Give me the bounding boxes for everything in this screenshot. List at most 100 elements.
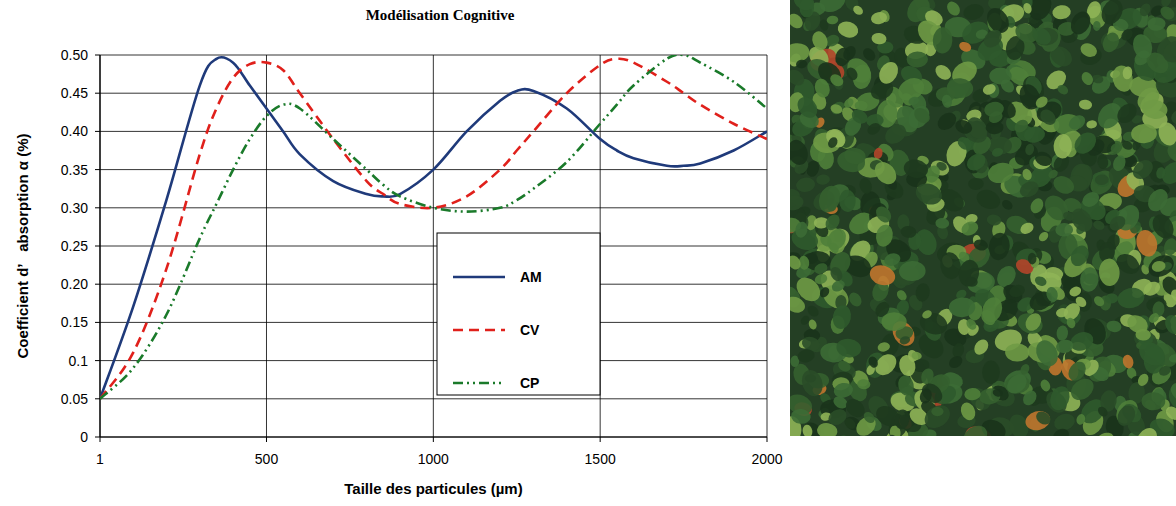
ivy-leaf bbox=[1167, 379, 1176, 405]
y-tick-label: 0.05 bbox=[61, 391, 88, 407]
ivy-leaf bbox=[986, 214, 1002, 227]
y-tick-label: 0 bbox=[80, 429, 88, 445]
ivy-leaf bbox=[873, 203, 894, 225]
ivy-leaf bbox=[1091, 74, 1104, 84]
ivy-leaf bbox=[946, 77, 974, 99]
ivy-leaf bbox=[875, 59, 901, 88]
ivy-leaf bbox=[1068, 329, 1096, 354]
ivy-leaf bbox=[1110, 63, 1135, 93]
y-tick bbox=[95, 93, 100, 94]
ivy-leaf bbox=[931, 407, 943, 416]
y-tick bbox=[95, 55, 100, 56]
ivy-leaf bbox=[1148, 211, 1176, 243]
ivy-leaf bbox=[796, 59, 808, 69]
series-group bbox=[100, 55, 767, 399]
ivy-leaf bbox=[1050, 173, 1077, 198]
grid bbox=[100, 55, 767, 437]
ivy-leaf bbox=[1119, 27, 1135, 43]
ivy-leaf bbox=[791, 0, 817, 13]
ivy-leaf bbox=[1034, 409, 1053, 427]
ivy-leaf bbox=[794, 221, 809, 239]
ivy-leaf bbox=[1000, 198, 1014, 212]
y-tick bbox=[95, 284, 100, 285]
ivy-leaf bbox=[1096, 154, 1109, 170]
y-tick bbox=[95, 322, 100, 323]
ivy-leaf bbox=[964, 317, 978, 332]
x-tick bbox=[433, 437, 434, 442]
ivy-leaf bbox=[793, 93, 821, 122]
ivy-leaf bbox=[1136, 372, 1151, 388]
ivy-leaf bbox=[898, 260, 926, 281]
series-line bbox=[100, 57, 767, 399]
ivy-leaf bbox=[907, 95, 920, 106]
ivy-leaf bbox=[918, 379, 946, 407]
y-tick-label: 0.40 bbox=[61, 123, 88, 139]
ivy-leaf bbox=[985, 160, 1016, 186]
ivy-leaf bbox=[934, 109, 959, 134]
ivy-leaf bbox=[1090, 169, 1112, 189]
ivy-leaf bbox=[1162, 237, 1176, 257]
y-tick bbox=[95, 398, 100, 399]
y-tick-label: 0.45 bbox=[61, 85, 88, 101]
ivy-leaf bbox=[816, 174, 831, 186]
legend-label: AM bbox=[520, 269, 542, 285]
ivy-leaf bbox=[828, 265, 845, 283]
ivy-leaf bbox=[867, 355, 880, 369]
ivy-leaf bbox=[1005, 343, 1030, 362]
legend-label: CV bbox=[520, 322, 540, 338]
ivy-leaf bbox=[813, 272, 828, 285]
legend: AMCVCP bbox=[437, 233, 600, 395]
ivy-leaf bbox=[790, 408, 811, 425]
ivy-leaf bbox=[913, 180, 945, 208]
ivy-leaf bbox=[870, 11, 888, 26]
ivy-leaf bbox=[839, 190, 856, 212]
ivy-leaf bbox=[1147, 311, 1161, 325]
ivy-leaf bbox=[983, 100, 1005, 118]
ivy-leaf bbox=[844, 65, 859, 82]
ivy-leaf bbox=[1012, 117, 1030, 135]
chart-title: Modélisation Cognitive bbox=[366, 7, 515, 23]
ivy-leaf bbox=[857, 379, 871, 390]
ivy-leaf bbox=[1070, 128, 1100, 158]
photo-ground bbox=[790, 0, 1176, 436]
ivy-leaf bbox=[902, 158, 929, 180]
ivy-leaf bbox=[1135, 328, 1151, 341]
x-tick-label: 500 bbox=[255, 451, 279, 467]
ivy-leaf bbox=[1075, 413, 1087, 426]
ivy-leaf bbox=[919, 367, 936, 386]
ivy-leaf bbox=[835, 337, 862, 359]
ivy-leaf bbox=[944, 0, 962, 18]
ivy-leaf bbox=[971, 337, 991, 358]
series-line bbox=[100, 59, 767, 399]
ivy-leaf bbox=[882, 312, 907, 331]
ivy-leaf bbox=[1024, 143, 1035, 156]
ivy-leaf bbox=[855, 101, 868, 111]
ivy-leaf bbox=[979, 295, 1005, 325]
ivy-leaf bbox=[1028, 253, 1037, 265]
y-tick-label: 0.30 bbox=[61, 200, 88, 216]
ivy-leaf bbox=[828, 241, 841, 255]
y-axis-line bbox=[99, 55, 100, 437]
y-tick bbox=[95, 360, 100, 361]
ivy-leaf bbox=[1122, 66, 1134, 80]
ivy-leaf bbox=[1121, 354, 1135, 370]
y-tick-label: 0.15 bbox=[61, 314, 88, 330]
ivy-leaf bbox=[987, 231, 1012, 261]
ivy-leaf bbox=[831, 304, 854, 331]
ivy-leaf bbox=[1066, 112, 1088, 132]
ivy-leaf bbox=[836, 359, 852, 374]
axes: 00.050.10.150.200.250.300.350.400.450.50… bbox=[61, 47, 783, 467]
ivy-leaf bbox=[1067, 242, 1092, 269]
ivy-leaf bbox=[1105, 293, 1119, 303]
y-tick-label: 0.35 bbox=[61, 162, 88, 178]
ivy-leaf bbox=[981, 82, 997, 96]
ivy-leaf bbox=[1168, 353, 1176, 364]
ivy-leaf bbox=[1130, 32, 1155, 61]
ivy-leaf bbox=[1159, 36, 1176, 67]
ivy-leaf bbox=[899, 335, 912, 346]
ivy-leaf bbox=[1156, 120, 1176, 148]
ivy-leaf bbox=[1017, 178, 1041, 200]
ivy-leaf bbox=[790, 253, 803, 272]
y-tick bbox=[95, 437, 100, 438]
ivy-leaf bbox=[865, 121, 882, 138]
